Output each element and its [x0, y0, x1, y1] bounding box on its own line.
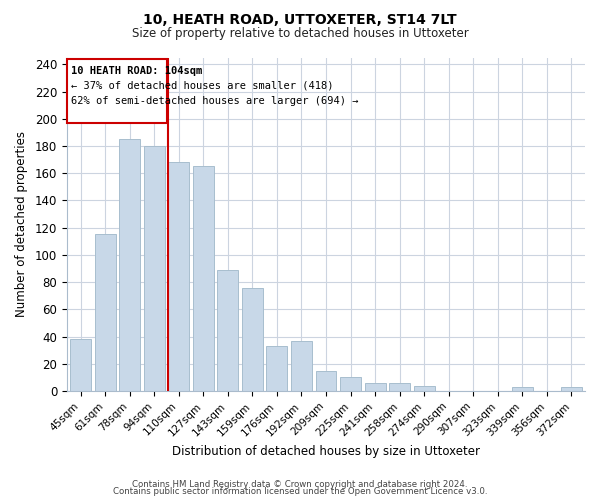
Bar: [95, 234, 116, 391]
Bar: [291, 340, 312, 391]
Text: Contains public sector information licensed under the Open Government Licence v3: Contains public sector information licen…: [113, 487, 487, 496]
Bar: [316, 370, 337, 391]
Bar: [512, 387, 533, 391]
Bar: [340, 378, 361, 391]
Text: Size of property relative to detached houses in Uttoxeter: Size of property relative to detached ho…: [131, 28, 469, 40]
Bar: [144, 146, 164, 391]
Bar: [266, 346, 287, 391]
Y-axis label: Number of detached properties: Number of detached properties: [15, 131, 28, 317]
Text: 10 HEATH ROAD: 104sqm: 10 HEATH ROAD: 104sqm: [71, 66, 202, 76]
Text: Contains HM Land Registry data © Crown copyright and database right 2024.: Contains HM Land Registry data © Crown c…: [132, 480, 468, 489]
Bar: [561, 387, 582, 391]
Bar: [365, 383, 386, 391]
Bar: [217, 270, 238, 391]
Bar: [389, 383, 410, 391]
Bar: [414, 386, 434, 391]
Bar: [242, 288, 263, 391]
Bar: [67, 59, 167, 123]
Text: ← 37% of detached houses are smaller (418): ← 37% of detached houses are smaller (41…: [71, 80, 333, 90]
Bar: [193, 166, 214, 391]
Bar: [169, 162, 189, 391]
X-axis label: Distribution of detached houses by size in Uttoxeter: Distribution of detached houses by size …: [172, 444, 480, 458]
Bar: [119, 139, 140, 391]
Text: 62% of semi-detached houses are larger (694) →: 62% of semi-detached houses are larger (…: [71, 96, 358, 106]
Bar: [70, 340, 91, 391]
Text: 10, HEATH ROAD, UTTOXETER, ST14 7LT: 10, HEATH ROAD, UTTOXETER, ST14 7LT: [143, 12, 457, 26]
